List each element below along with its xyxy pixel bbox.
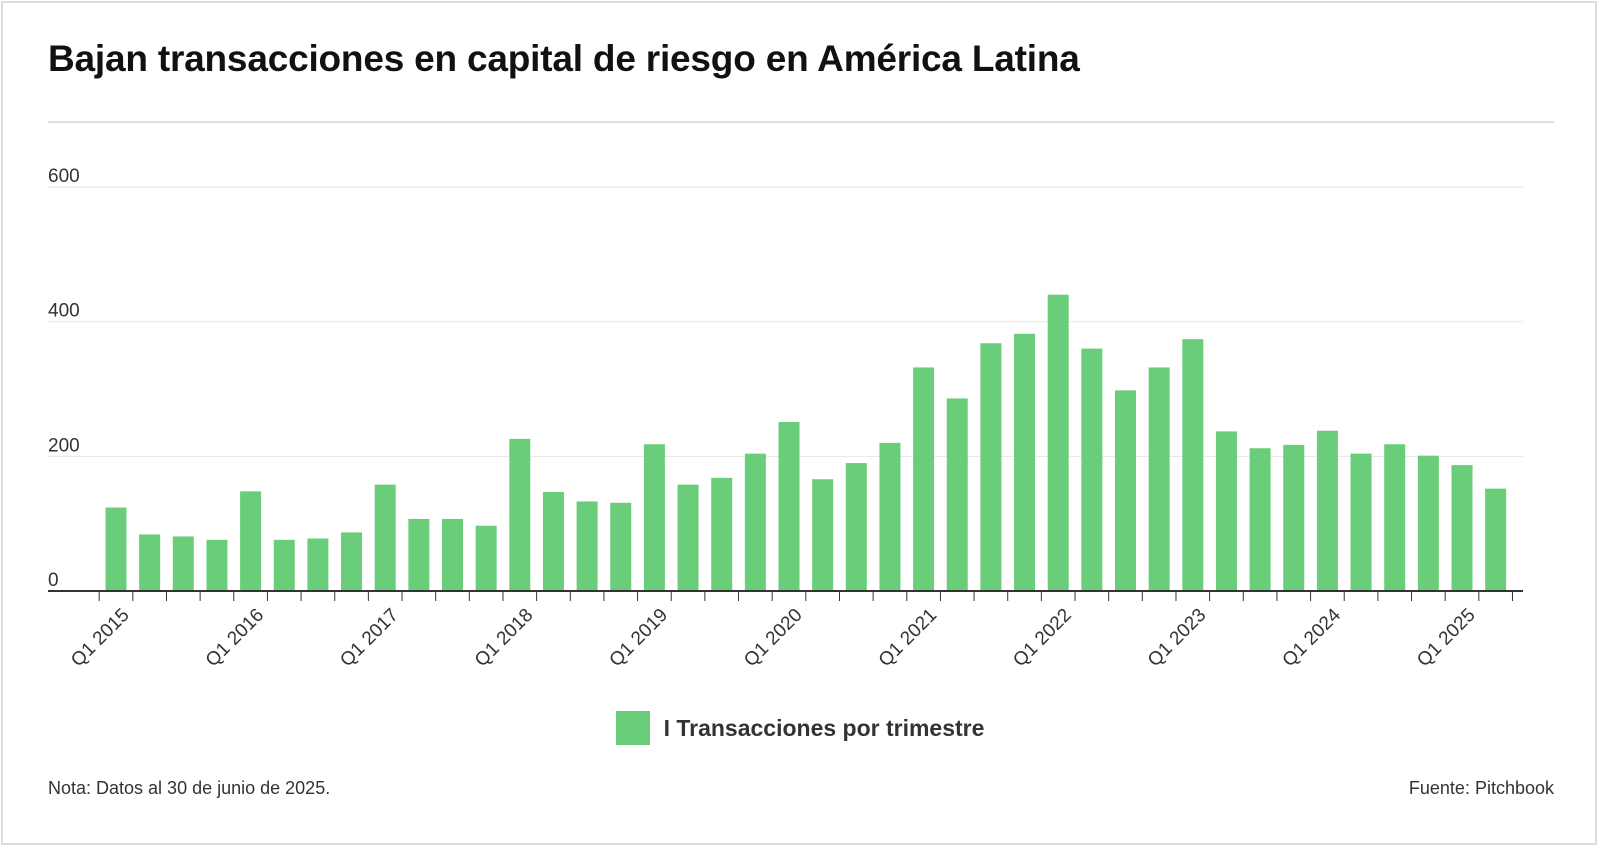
x-tick-label-q1-2020: Q1 2020 — [740, 605, 806, 671]
y-tick-label-400: 400 — [48, 301, 80, 322]
bar-q1-2015 — [105, 507, 127, 591]
bars — [105, 294, 1507, 591]
bar-q2-2018 — [542, 492, 564, 591]
gridlines — [48, 186, 1523, 457]
footnote: Nota: Datos al 30 de junio de 2025. — [48, 778, 331, 798]
bar-q3-2019 — [711, 477, 733, 591]
y-tick-label-0: 0 — [48, 570, 59, 591]
legend: I Transacciones por trimestre — [0, 711, 1600, 745]
x-tick-label-q1-2022: Q1 2022 — [1009, 605, 1075, 671]
bar-q3-2017 — [442, 518, 463, 591]
bar-q3-2020 — [845, 463, 867, 591]
bar-q4-2017 — [475, 525, 497, 591]
bar-q3-2016 — [307, 538, 329, 591]
bar-q1-2020 — [778, 421, 800, 591]
y-tick-label-200: 200 — [48, 435, 80, 456]
bar-q3-2023 — [1249, 448, 1271, 591]
bar-q2-2023 — [1215, 431, 1237, 591]
bar-q2-2024 — [1350, 453, 1372, 591]
title-divider — [48, 121, 1554, 123]
bar-q4-2024 — [1417, 455, 1439, 591]
bar-q4-2020 — [879, 442, 901, 591]
x-tick-label-q1-2017: Q1 2017 — [336, 605, 402, 671]
x-tick-label-q1-2024: Q1 2024 — [1279, 604, 1346, 671]
x-tick-label-q1-2023: Q1 2023 — [1144, 605, 1210, 671]
bar-q1-2019 — [643, 444, 665, 591]
legend-swatch — [615, 711, 650, 745]
bar-q4-2019 — [744, 453, 766, 591]
x-tick-label-q1-2019: Q1 2019 — [606, 605, 672, 671]
bar-q2-2016 — [273, 539, 295, 591]
bar-q2-2025 — [1485, 488, 1507, 591]
bar-q1-2023 — [1182, 339, 1204, 591]
x-tick-label-q1-2016: Q1 2016 — [202, 605, 268, 671]
bar-q2-2015 — [139, 534, 161, 591]
bar-q3-2022 — [1115, 390, 1136, 591]
y-tick-label-600: 600 — [48, 166, 80, 187]
bar-q4-2018 — [610, 502, 632, 591]
x-tick-label-q1-2015: Q1 2015 — [67, 605, 133, 671]
bar-q1-2017 — [374, 484, 396, 591]
bar-q3-2018 — [576, 501, 598, 591]
bar-q2-2021 — [946, 398, 968, 591]
bar-q2-2017 — [408, 518, 430, 591]
bar-q4-2016 — [341, 532, 363, 591]
bar-q4-2021 — [1014, 333, 1036, 591]
bar-q4-2015 — [206, 539, 228, 591]
x-axis-labels: Q1 2015 Q1 2016 Q1 2017 Q1 2018 Q1 2019 Q1 20… — [67, 604, 1479, 671]
bar-q4-2022 — [1148, 367, 1170, 591]
bar-q3-2021 — [980, 343, 1002, 591]
bar-q1-2024 — [1316, 430, 1338, 591]
y-axis-labels: 0 200 400 600 — [48, 166, 80, 591]
bar-q3-2015 — [172, 536, 194, 591]
bar-q1-2018 — [509, 438, 531, 591]
bar-q2-2020 — [812, 479, 834, 591]
x-tick-label-q1-2018: Q1 2018 — [471, 605, 537, 671]
chart-title: Bajan transacciones en capital de riesgo… — [48, 38, 1080, 79]
legend-label: I Transacciones por trimestre — [663, 714, 985, 741]
bar-q1-2021 — [913, 367, 935, 591]
source-credit: Fuente: Pitchbook — [1408, 778, 1554, 798]
bar-q1-2022 — [1047, 294, 1069, 591]
bar-q1-2016 — [240, 491, 262, 591]
bar-q2-2019 — [677, 484, 699, 591]
x-tick-label-q1-2021: Q1 2021 — [875, 605, 941, 671]
bar-q2-2022 — [1081, 348, 1103, 591]
x-axis — [48, 590, 1523, 601]
bar-q4-2023 — [1283, 444, 1305, 591]
x-tick-label-q1-2025: Q1 2025 — [1413, 605, 1479, 671]
bar-q3-2024 — [1384, 444, 1406, 591]
bar-q1-2025 — [1451, 465, 1473, 591]
